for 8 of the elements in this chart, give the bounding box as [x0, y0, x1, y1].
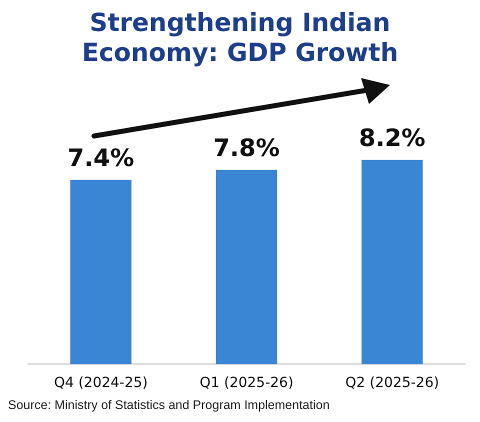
- chart-title: Strengthening Indian Economy: GDP Growth: [80, 8, 400, 68]
- data-label: 7.4%: [68, 144, 134, 172]
- x-tick-label: Q2 (2025-26): [345, 375, 440, 392]
- data-label: 8.2%: [358, 124, 426, 152]
- data-label: 7.8%: [213, 134, 280, 162]
- source-note: Source: Ministry of Statistics and Program Implementation: [8, 398, 331, 412]
- x-tick-label: Q4 (2024-25): [54, 375, 148, 392]
- x-tick-label: Q1 (2025-26): [200, 375, 294, 392]
